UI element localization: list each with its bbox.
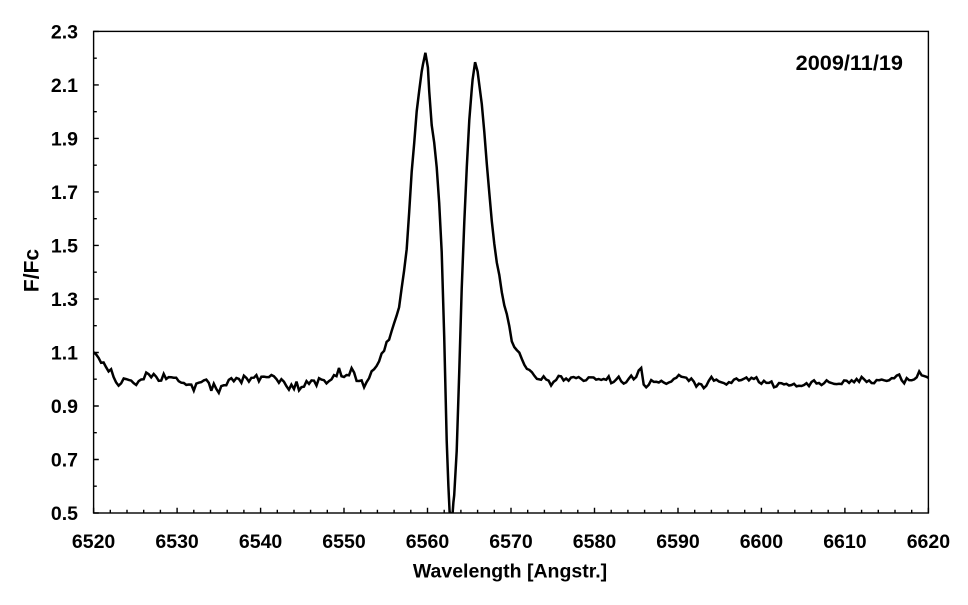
svg-text:6600: 6600 — [740, 531, 784, 553]
svg-text:0.5: 0.5 — [51, 503, 78, 525]
svg-text:6520: 6520 — [72, 531, 116, 553]
svg-text:2.1: 2.1 — [51, 75, 78, 97]
svg-text:1.1: 1.1 — [51, 343, 78, 365]
svg-text:0.9: 0.9 — [51, 396, 78, 418]
svg-text:6620: 6620 — [907, 531, 951, 553]
svg-text:F/Fc: F/Fc — [20, 249, 43, 292]
svg-text:1.3: 1.3 — [51, 289, 78, 311]
svg-text:Wavelength [Angstr.]: Wavelength [Angstr.] — [413, 561, 607, 583]
svg-text:2009/11/19: 2009/11/19 — [796, 50, 903, 75]
svg-text:1.5: 1.5 — [51, 235, 78, 257]
svg-text:6540: 6540 — [239, 531, 283, 553]
svg-text:6580: 6580 — [573, 531, 617, 553]
svg-text:6610: 6610 — [823, 531, 867, 553]
svg-text:6530: 6530 — [155, 531, 199, 553]
svg-text:0.7: 0.7 — [51, 450, 78, 472]
svg-text:6570: 6570 — [489, 531, 533, 553]
svg-text:6560: 6560 — [406, 531, 450, 553]
svg-text:6550: 6550 — [322, 531, 366, 553]
svg-text:6590: 6590 — [656, 531, 700, 553]
svg-text:1.7: 1.7 — [51, 182, 78, 204]
svg-text:1.9: 1.9 — [51, 128, 78, 150]
svg-text:2.3: 2.3 — [51, 21, 78, 43]
